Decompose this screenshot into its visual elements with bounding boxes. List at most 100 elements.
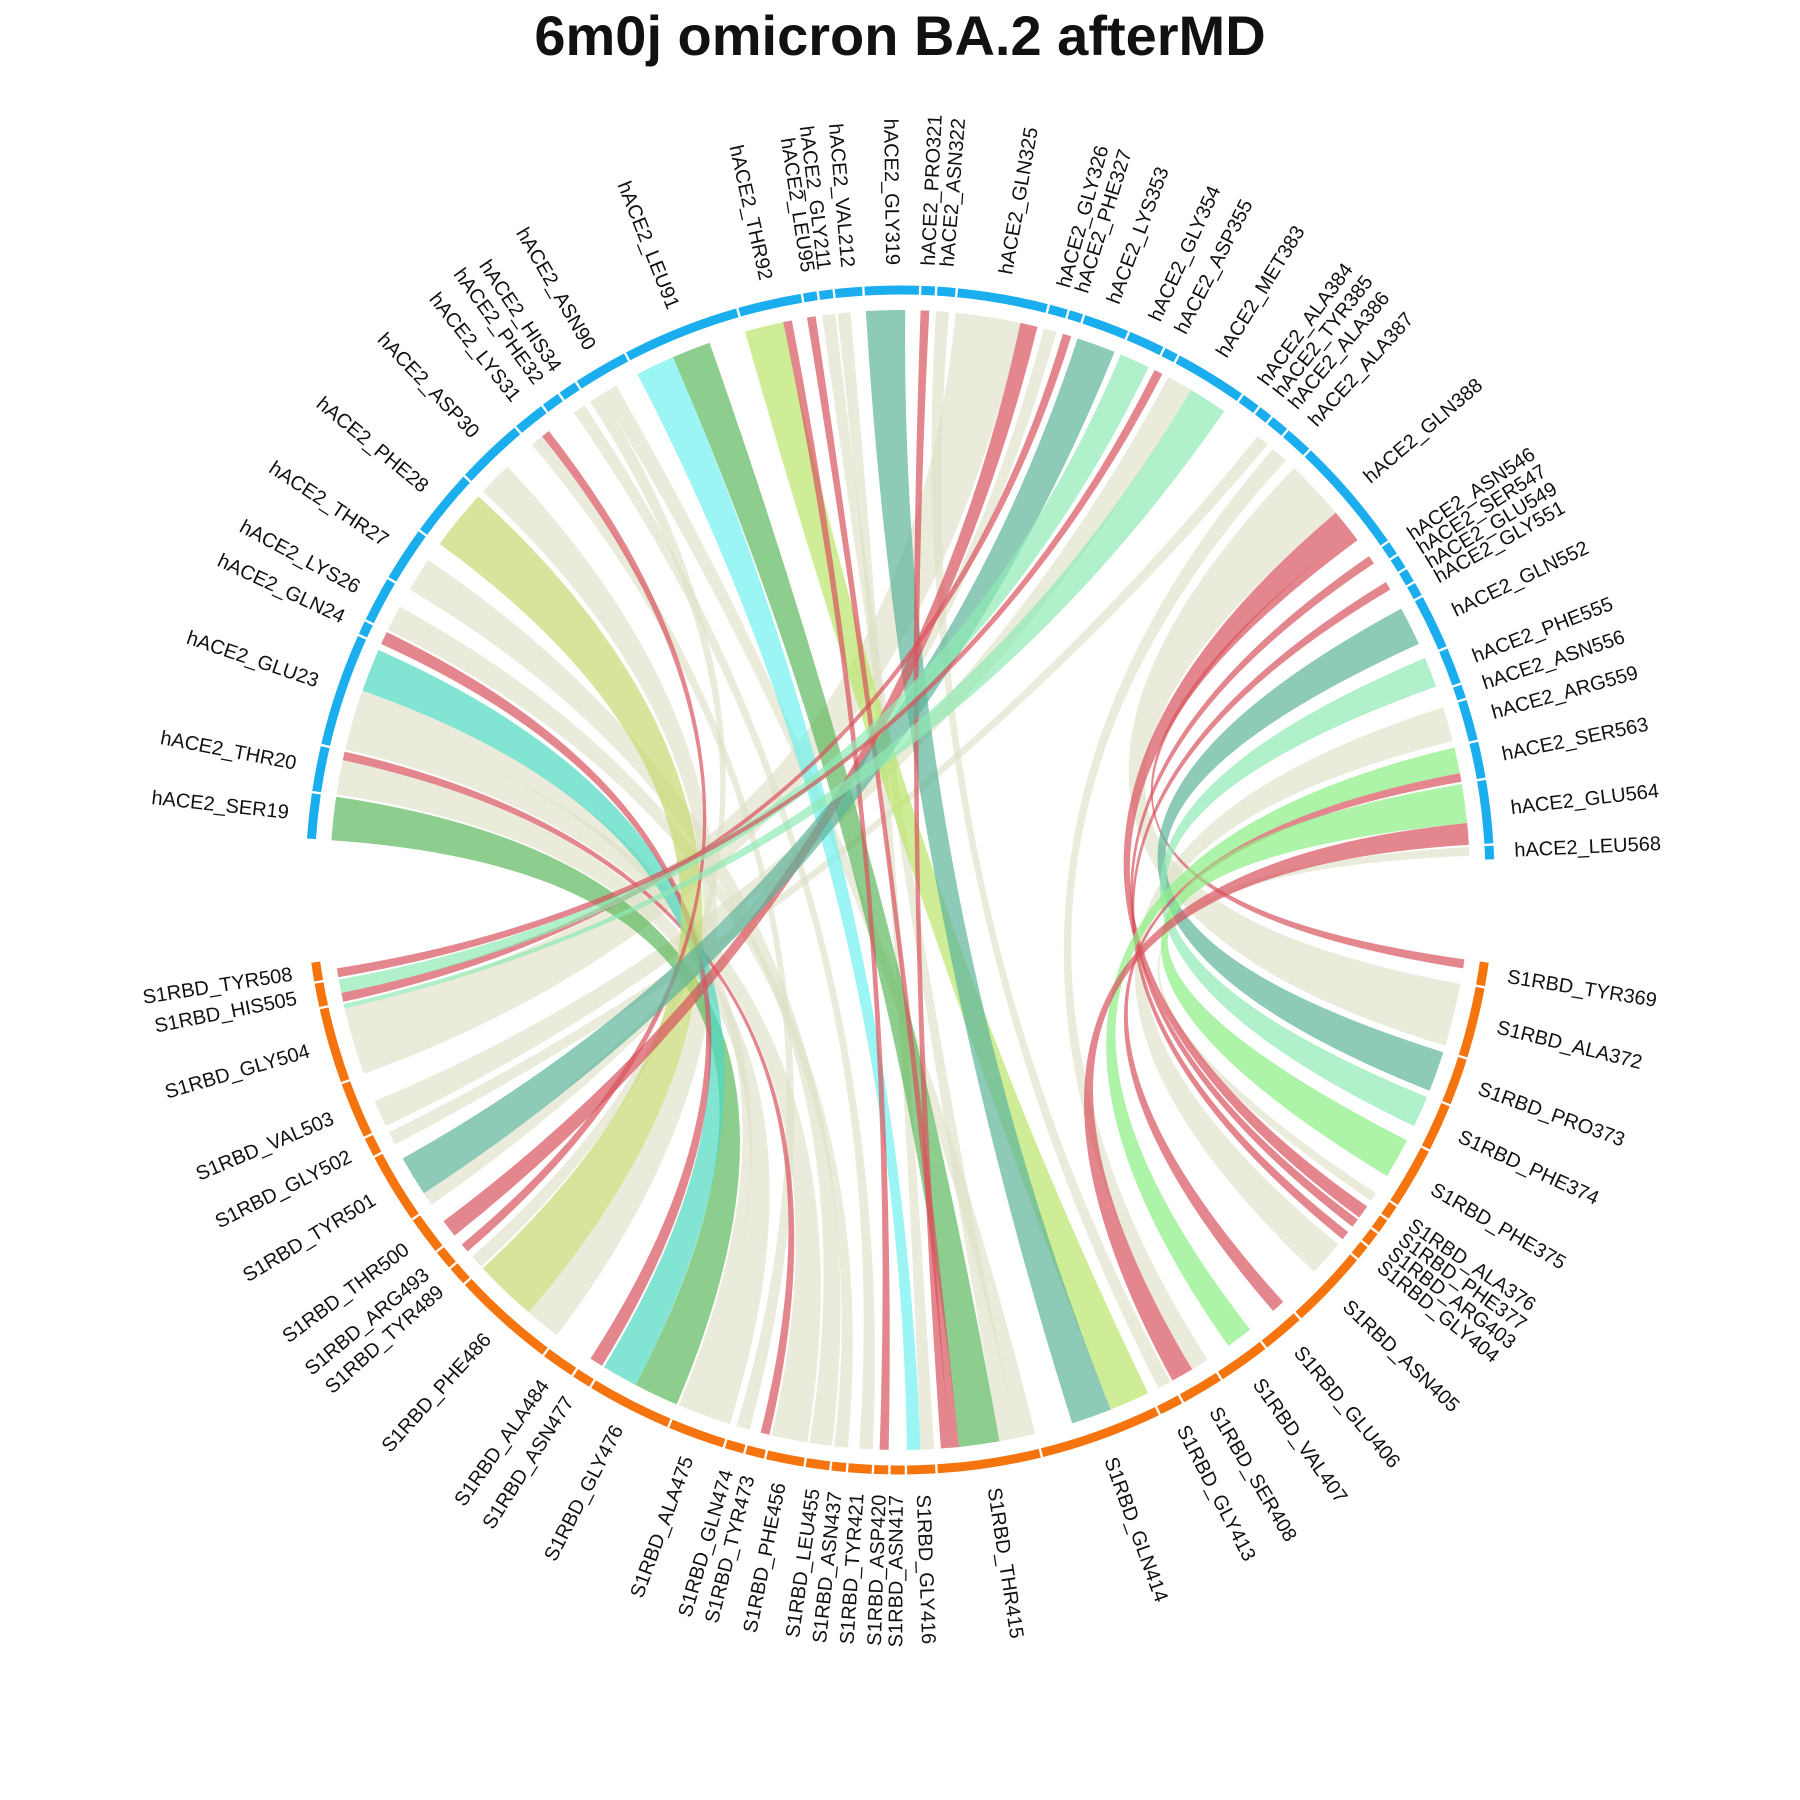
hace2-arc-hace2_phe32 <box>542 393 563 412</box>
hace2-arc-hace2_gln552 <box>1414 596 1447 650</box>
hace2-arc-hace2_gln24 <box>358 621 373 638</box>
residue-label: hACE2_SER563 <box>1500 714 1650 766</box>
chord-link <box>573 405 875 1450</box>
s1rbd-arc-s1rbd_arg493 <box>436 1247 456 1268</box>
s1rbd-arc-s1rbd_phe377 <box>1371 1215 1388 1233</box>
hace2-arc-hace2_glu549 <box>1399 569 1414 586</box>
chord-link <box>806 316 959 1448</box>
s1rbd-arc-s1rbd_ala376 <box>1381 1201 1397 1219</box>
chord-link <box>1159 657 1437 1127</box>
s1rbd-arc-s1rbd_tyr421 <box>847 1463 873 1474</box>
hace2-arc-hace2_tyr385 <box>1255 407 1272 423</box>
hace2-arc-hace2_leu91 <box>626 308 739 361</box>
residue-label: hACE2_GLN388 <box>1360 374 1487 488</box>
s1rbd-arc-s1rbd_tyr369 <box>1476 961 1489 987</box>
s1rbd-arc-s1rbd_tyr489 <box>450 1263 470 1284</box>
hace2-arc-hace2_gly326 <box>1047 304 1068 319</box>
chart-title: 6m0j omicron BA.2 afterMD <box>534 4 1266 67</box>
residue-label: S1RBD_THR415 <box>983 1486 1028 1640</box>
residue-label: hACE2_SER19 <box>150 787 289 824</box>
hace2-arc-hace2_gly211 <box>818 289 834 300</box>
hace2-arc-hace2_gly354 <box>1126 331 1164 356</box>
s1rbd-arc-s1rbd_thr415 <box>937 1448 1041 1474</box>
s1rbd-arc-s1rbd_phe374 <box>1421 1103 1450 1150</box>
hace2-arc-hace2_ala386 <box>1267 417 1288 436</box>
chord-link <box>1123 512 1368 1218</box>
hace2-arc-hace2_ala384 <box>1238 395 1259 413</box>
s1rbd-arc-s1rbd_ala475 <box>669 1419 726 1448</box>
residue-label: S1RBD_GLN414 <box>1099 1454 1171 1605</box>
hace2-arc-hace2_lys26 <box>365 579 396 624</box>
hace2-arc-hace2_phe28 <box>419 476 470 535</box>
hace2-arc-hace2_phe555 <box>1439 648 1461 686</box>
residue-label: hACE2_THR92 <box>724 143 776 282</box>
s1rbd-arc-s1rbd_gln414 <box>1040 1407 1159 1458</box>
chord-link <box>672 342 1000 1447</box>
s1rbd-arc-s1rbd_pro373 <box>1442 1056 1467 1105</box>
s1rbd-arc-s1rbd_phe486 <box>464 1278 548 1355</box>
s1rbd-arc-s1rbd_his505 <box>314 982 329 1008</box>
chord-link <box>783 320 890 1450</box>
hace2-arc-hace2_his34 <box>559 382 580 400</box>
hace2-arc-hace2_ser563 <box>1469 741 1486 780</box>
s1rbd-arc-s1rbd_ala484 <box>544 1348 577 1376</box>
chord-link <box>1131 581 1391 1240</box>
hace2-arc-hace2_phe327 <box>1067 310 1084 323</box>
s1rbd-arc-s1rbd_glu406 <box>1261 1313 1300 1348</box>
hace2-arc-hace2_gln388 <box>1304 450 1388 546</box>
residue-label: hACE2_LEU568 <box>1514 833 1662 862</box>
hace2-arc-hace2_ser19 <box>306 793 321 840</box>
s1rbd-arc-s1rbd_phe456 <box>766 1450 805 1467</box>
hace2-arc-hace2_arg559 <box>1458 699 1478 742</box>
hace2-arc-hace2_asn322 <box>936 286 956 298</box>
hace2-arc-hace2_gly319 <box>864 285 920 296</box>
hace2-arc-hace2_gly551 <box>1407 582 1422 600</box>
chord-link <box>409 559 841 1446</box>
hace2-arc-hace2_leu568 <box>1484 845 1495 860</box>
residue-label: hACE2_GLY319 <box>879 119 903 266</box>
s1rbd-arc-s1rbd_ser408 <box>1179 1372 1221 1403</box>
hace2-arc-hace2_thr27 <box>388 531 426 582</box>
chord-link <box>837 312 935 1450</box>
hace2-arc-hace2_pro321 <box>921 285 936 296</box>
s1rbd-arc-s1rbd_asn477 <box>573 1369 594 1387</box>
residue-label: S1RBD_PRO373 <box>1475 1078 1628 1151</box>
s1rbd-arc-s1rbd_tyr508 <box>311 961 324 982</box>
hace2-arc-hace2_ser547 <box>1390 555 1406 572</box>
s1rbd-arc-s1rbd_tyr501 <box>374 1153 419 1219</box>
chord-link <box>1157 608 1444 1091</box>
residue-label: S1RBD_ASP420 <box>864 1494 891 1646</box>
chord-link <box>439 496 703 1313</box>
s1rbd-arc-s1rbd_phe375 <box>1390 1147 1429 1205</box>
residue-arcs <box>306 285 1495 1475</box>
chord-link <box>1134 707 1453 1272</box>
chord-link <box>336 760 770 1425</box>
hace2-arc-hace2_val212 <box>834 286 863 299</box>
s1rbd-arc-s1rbd_leu455 <box>805 1458 831 1471</box>
hace2-arc-hace2_thr92 <box>738 293 803 317</box>
residue-label: hACE2_GLN325 <box>995 126 1043 277</box>
hace2-arc-hace2_ala387 <box>1283 430 1310 456</box>
residue-label: S1RBD_TYR369 <box>1506 966 1659 1012</box>
s1rbd-arc-s1rbd_tyr473 <box>745 1445 766 1459</box>
residue-label: S1RBD_PHE486 <box>378 1329 496 1457</box>
s1rbd-arc-s1rbd_gln474 <box>724 1439 746 1454</box>
s1rbd-arc-s1rbd_gly413 <box>1157 1395 1183 1415</box>
residue-label: S1RBD_ALA372 <box>1494 1017 1644 1074</box>
chord-link <box>387 606 853 1448</box>
residue-label: S1RBD_GLY504 <box>162 1041 312 1104</box>
hace2-arc-hace2_asn556 <box>1453 684 1466 701</box>
residue-label: hACE2_PHE28 <box>312 393 432 498</box>
s1rbd-arc-s1rbd_asn405 <box>1295 1254 1358 1319</box>
hace2-arc-hace2_leu95 <box>802 291 818 303</box>
chord-link <box>1160 783 1468 1177</box>
hace2-arc-hace2_asn546 <box>1381 542 1397 559</box>
s1rbd-arc-s1rbd_thr500 <box>412 1215 443 1251</box>
hace2-arc-hace2_thr20 <box>312 746 330 793</box>
residue-label: S1RBD_ASN417 <box>885 1495 908 1647</box>
chord-link <box>1130 556 1375 1227</box>
hace2-arc-hace2_lys31 <box>516 406 547 433</box>
chord-links <box>331 310 1470 1450</box>
residue-label: hACE2_THR20 <box>159 727 299 774</box>
